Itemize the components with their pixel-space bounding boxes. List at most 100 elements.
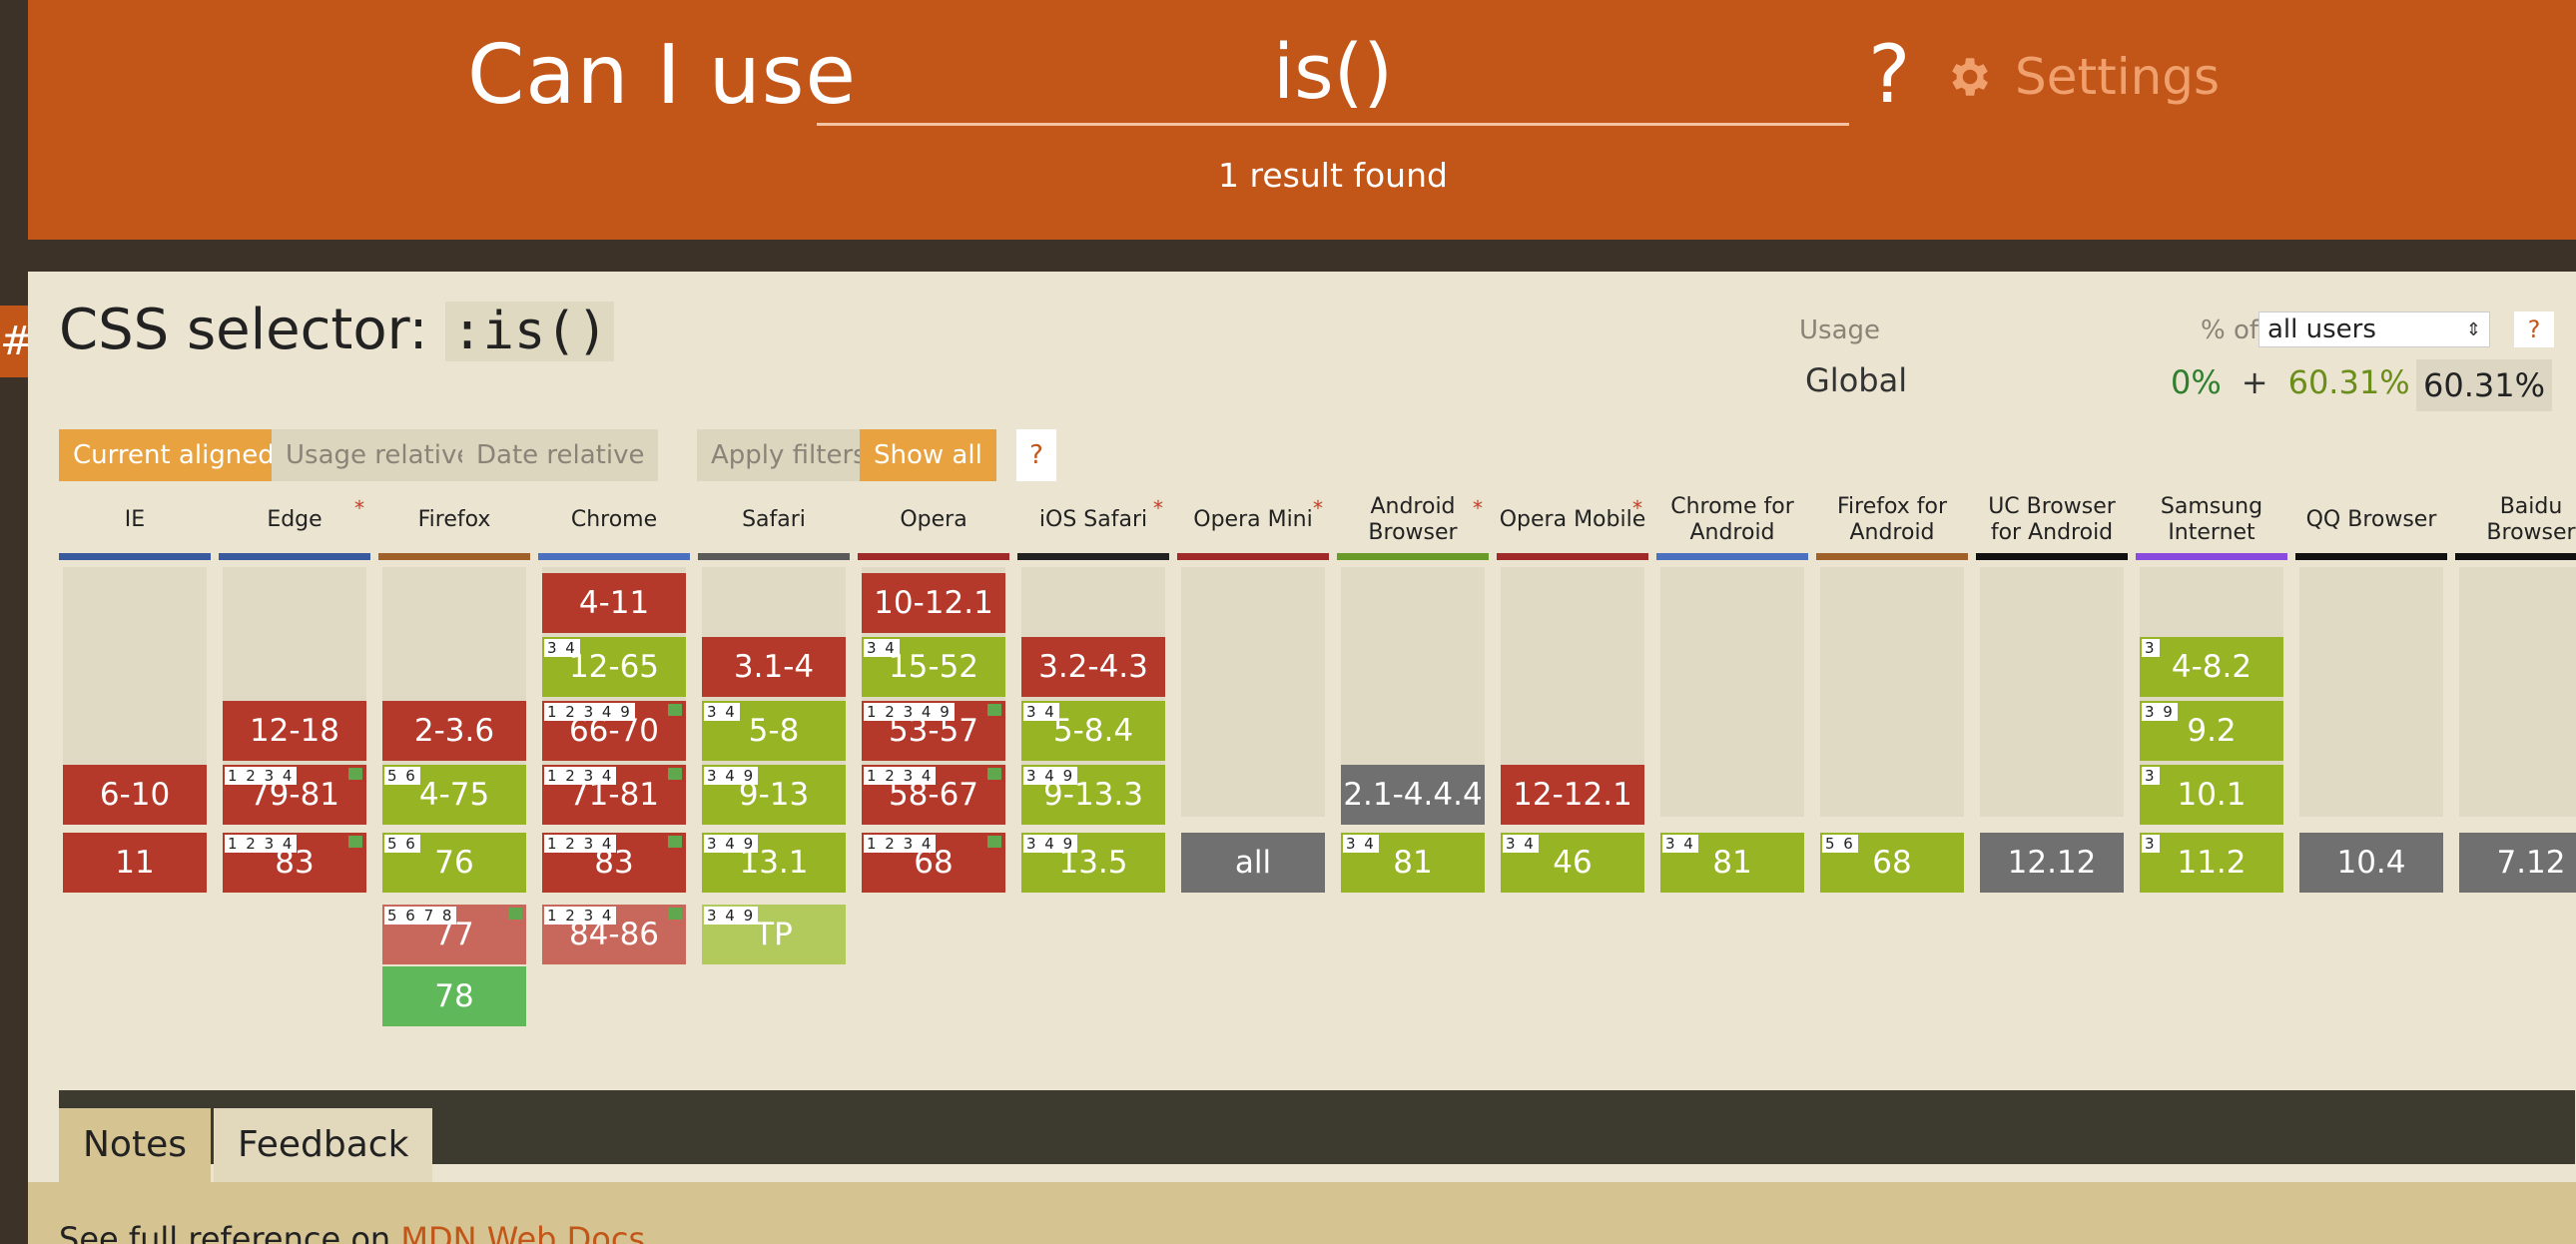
current-aligned-button[interactable]: Current aligned [59, 429, 289, 481]
usage-partial: 60.31% [2287, 363, 2410, 401]
version-cell[interactable]: 1 2 3 4 68 [862, 833, 1005, 893]
version-cell[interactable]: 12-18 [223, 701, 366, 761]
version-cell[interactable]: 3 4 12-65 [542, 637, 686, 697]
version-cell[interactable]: 3 4 46 [1501, 833, 1644, 893]
browser-name-text: iOS Safari [1038, 507, 1148, 532]
version-cell[interactable]: 78 [382, 966, 526, 1026]
version-cell[interactable]: 3.2-4.3 [1021, 637, 1165, 697]
version-cell[interactable]: 6-10 [63, 765, 207, 825]
browser-note-asterisk: * [354, 496, 364, 520]
version-cell[interactable]: 1 2 3 4 84-86 [542, 905, 686, 964]
apply-filters-button[interactable]: Apply filters [697, 429, 881, 481]
mdn-link[interactable]: MDN Web Docs [400, 1220, 646, 1244]
version-cell[interactable]: 12.12 [1980, 833, 2124, 893]
version-cell[interactable]: 3 4 9 9-13.3 [1021, 765, 1165, 825]
tab-notes[interactable]: Notes [59, 1108, 211, 1182]
results-count: 1 result found [1218, 156, 1448, 195]
browser-column: UC Browser for Android 12.12 [1976, 489, 2128, 1088]
browser-note-asterisk: * [1632, 496, 1642, 520]
version-cell[interactable]: 3 4 5-8.4 [1021, 701, 1165, 761]
version-cell[interactable]: 3 9 9.2 [2140, 701, 2283, 761]
version-cell[interactable]: 3 4-8.2 [2140, 637, 2283, 697]
date-relative-button[interactable]: Date relative [462, 429, 659, 481]
browser-color-bar [59, 553, 211, 560]
version-cell[interactable]: 2-3.6 [382, 701, 526, 761]
usage-help-button[interactable]: ? [2514, 311, 2554, 347]
version-label: 68 [1872, 845, 1912, 881]
version-cell[interactable]: 7.12 [2459, 833, 2576, 893]
browser-name[interactable]: Android Browser * [1337, 489, 1489, 551]
version-cell[interactable]: 11 [63, 833, 207, 893]
version-cell[interactable]: 3.1-4 [702, 637, 846, 697]
search-help-button[interactable]: ? [1868, 28, 1911, 121]
version-cell[interactable]: 3 10.1 [2140, 765, 2283, 825]
browser-name[interactable]: IE [59, 489, 211, 551]
note-numbers: 1 2 3 4 [225, 835, 298, 853]
version-label: 6-10 [99, 777, 171, 813]
browser-color-bar [1656, 553, 1808, 560]
browser-name[interactable]: Opera Mobile * [1497, 489, 1648, 551]
browser-name-text: Android Browser [1368, 494, 1458, 545]
browser-name[interactable]: iOS Safari * [1017, 489, 1169, 551]
version-cell[interactable]: 1 2 3 4 83 [542, 833, 686, 893]
version-cell[interactable]: 10.4 [2299, 833, 2443, 893]
browser-name[interactable]: Chrome for Android [1656, 489, 1808, 551]
version-cell[interactable]: 12-12.1 [1501, 765, 1644, 825]
browser-color-bar [1976, 553, 2128, 560]
version-cell[interactable]: 1 2 3 4 71-81 [542, 765, 686, 825]
version-cell[interactable]: 1 2 3 4 83 [223, 833, 366, 893]
settings-button[interactable]: Settings [1943, 48, 2220, 106]
version-cell[interactable]: 2.1-4.4.4 [1341, 765, 1485, 825]
browser-color-bar [2136, 553, 2287, 560]
browser-name[interactable]: Opera [858, 489, 1009, 551]
browser-name[interactable]: Opera Mini * [1177, 489, 1329, 551]
notes-text-prefix: See full reference on [59, 1220, 401, 1244]
note-numbers: 1 2 3 4 [544, 835, 617, 853]
browser-name[interactable]: Safari [698, 489, 850, 551]
browser-name[interactable]: Baidu Browser [2455, 489, 2576, 551]
version-label: 46 [1553, 845, 1593, 881]
usage-relative-button[interactable]: Usage relative [272, 429, 487, 481]
version-cell[interactable]: 5 6 4-75 [382, 765, 526, 825]
version-label: 76 [434, 845, 474, 881]
filters-help-button[interactable]: ? [1016, 429, 1056, 481]
version-cell[interactable]: 5 6 76 [382, 833, 526, 893]
column-background [1820, 567, 1964, 817]
note-numbers: 3 9 [2142, 703, 2178, 721]
version-cell[interactable]: 3 11.2 [2140, 833, 2283, 893]
version-cell[interactable]: 3 4 81 [1341, 833, 1485, 893]
version-cell[interactable]: 3 4 5-8 [702, 701, 846, 761]
note-numbers: 3 4 9 [704, 767, 759, 785]
note-numbers: 5 6 7 8 [384, 907, 457, 925]
version-cell[interactable]: 10-12.1 [862, 573, 1005, 633]
version-cell[interactable]: 1 2 3 4 79-81 [223, 765, 366, 825]
browser-name[interactable]: Firefox for Android [1816, 489, 1968, 551]
version-cell[interactable]: 1 2 3 4 58-67 [862, 765, 1005, 825]
version-cell[interactable]: 3 4 81 [1660, 833, 1804, 893]
users-select[interactable]: all users ⇕ [2258, 311, 2490, 347]
version-cell[interactable]: 5 6 7 8 77 [382, 905, 526, 964]
browser-color-bar [2295, 553, 2447, 560]
version-cell[interactable]: 4-11 [542, 573, 686, 633]
browser-name[interactable]: Samsung Internet [2136, 489, 2287, 551]
version-cell[interactable]: 3 4 9 13.1 [702, 833, 846, 893]
browser-name[interactable]: QQ Browser [2295, 489, 2447, 551]
version-cell[interactable]: all [1181, 833, 1325, 893]
tab-feedback[interactable]: Feedback [214, 1108, 433, 1182]
version-cell[interactable]: 3 4 9 9-13 [702, 765, 846, 825]
search-input[interactable] [817, 20, 1849, 126]
version-cell[interactable]: 3 4 9 13.5 [1021, 833, 1165, 893]
browser-name[interactable]: Edge * [219, 489, 370, 551]
version-cell[interactable]: 3 4 9 TP [702, 905, 846, 964]
show-all-button[interactable]: Show all [860, 429, 996, 481]
feature-anchor-link[interactable]: # [0, 306, 34, 377]
note-numbers: 3 [2142, 767, 2160, 785]
browser-name[interactable]: Chrome [538, 489, 690, 551]
browser-name[interactable]: UC Browser for Android [1976, 489, 2128, 551]
version-cell[interactable]: 3 4 15-52 [862, 637, 1005, 697]
version-cell[interactable]: 5 6 68 [1820, 833, 1964, 893]
browser-name[interactable]: Firefox [378, 489, 530, 551]
version-cell[interactable]: 1 2 3 4 9 66-70 [542, 701, 686, 761]
site-logo[interactable]: Can I use [467, 28, 857, 123]
version-cell[interactable]: 1 2 3 4 9 53-57 [862, 701, 1005, 761]
